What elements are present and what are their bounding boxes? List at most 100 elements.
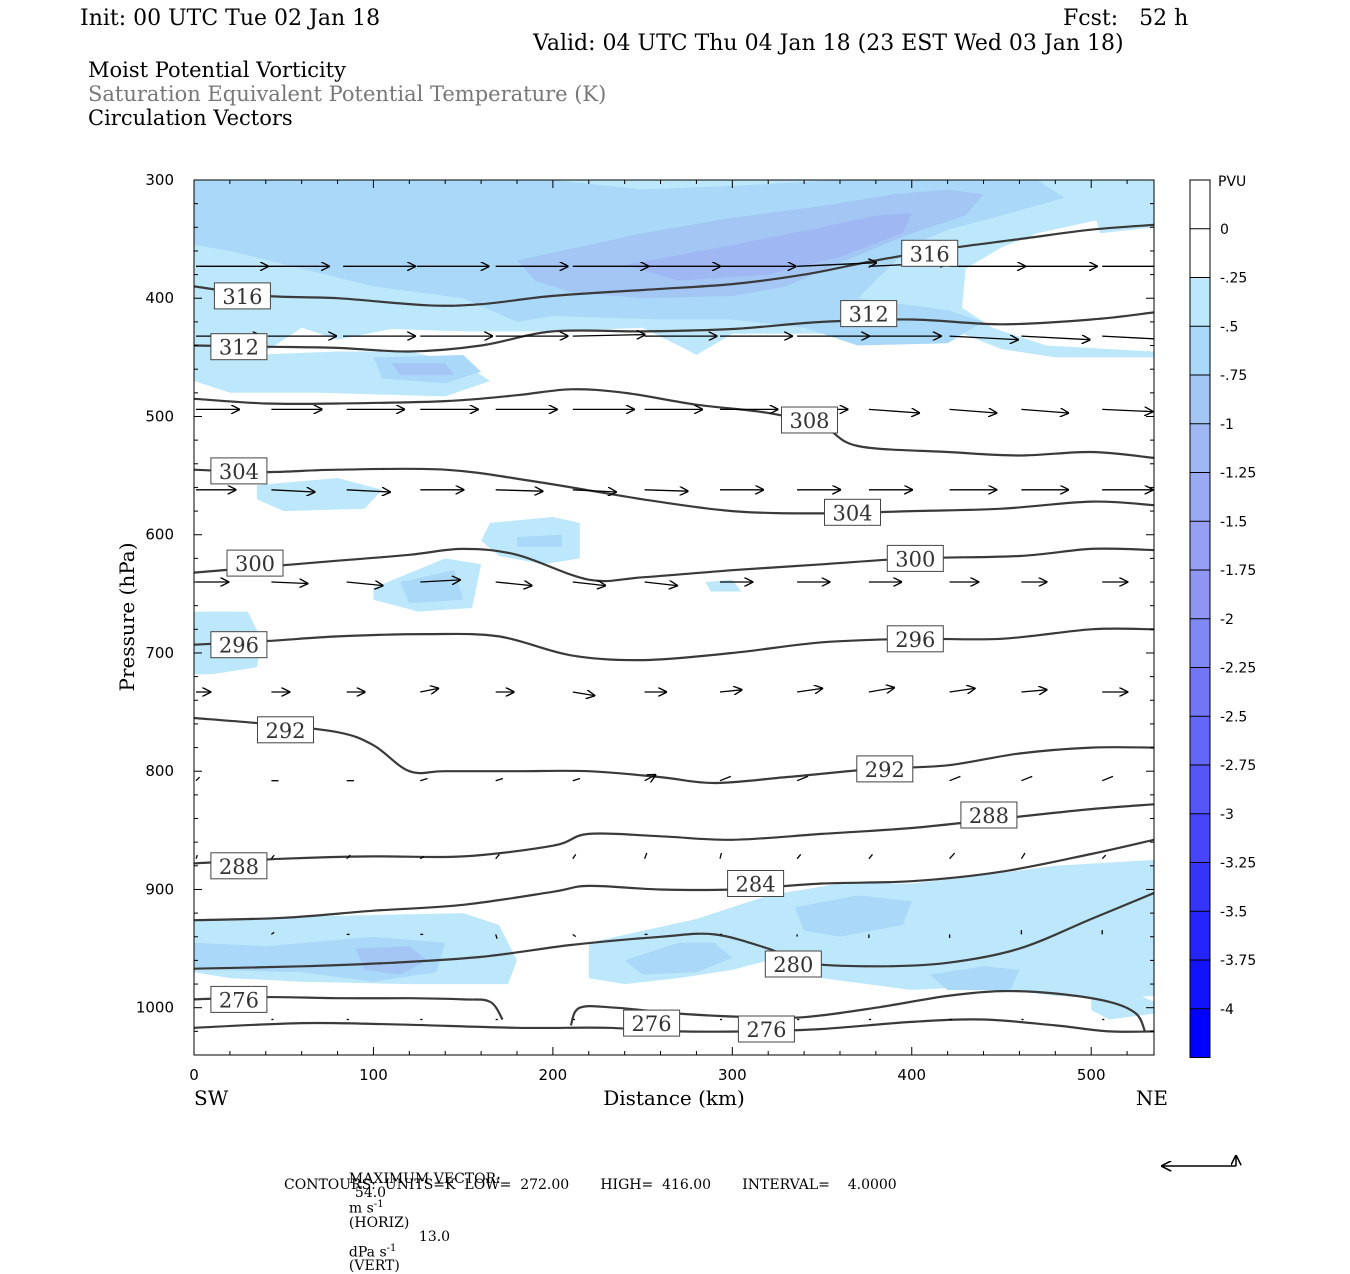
contour-label-box [764,950,822,978]
colorbar-box-3 [1190,326,1210,376]
contour-label-292-12: 292 [856,755,914,783]
sw-label: SW [194,1086,229,1110]
colorbar-label-0: 0 [1220,222,1229,238]
vector-7-3 [419,856,425,860]
vector-4-1 [271,582,307,584]
vector-4-5 [572,582,605,586]
contour-308-2 [194,388,1154,459]
vector-6-3 [420,777,428,782]
vector-4-6 [644,582,677,586]
vector-6-5 [572,777,581,782]
colorbar-box-17 [1190,1008,1210,1058]
contour-label-box [226,549,284,577]
vector-6-0 [195,776,201,782]
pv-region-17 [355,946,428,975]
vector-2-10 [949,409,997,413]
colorbar-box-13 [1190,813,1210,863]
x-tick-label-0: 0 [189,1066,199,1084]
pv-region-19 [624,942,733,975]
vector-5-9 [868,688,894,692]
colorbar-box-1 [1190,228,1210,278]
title-circulation: Circulation Vectors [88,106,293,130]
contour-label-box [737,1015,795,1043]
colorbar-label-7: -1.75 [1220,563,1256,579]
contour-label-text: 316 [222,285,262,309]
contour-unlabeled-12 [194,1018,1154,1033]
contour-300-4 [194,547,1154,583]
contour-284-8 [194,838,1154,922]
colorbar-label-15: -3.75 [1220,953,1256,969]
colorbar-box-7 [1190,521,1210,571]
contour-label-288-14: 288 [960,801,1018,829]
pv-region-12 [400,570,464,604]
vector-6-4 [495,777,504,782]
colorbar-label-12: -3 [1220,807,1234,823]
contour-label-text: 284 [736,873,776,897]
theta-contours [194,223,1154,1033]
x-tick-label-200: 200 [539,1066,568,1084]
contour-label-box [901,239,959,267]
contour-label-304-5: 304 [210,457,268,485]
y-axis-label: Pressure (hPa) [115,543,139,692]
contour-312-1 [194,311,1154,353]
contour-label-box [623,1009,681,1037]
contour-label-276-18: 276 [623,1009,681,1037]
y-tick-label-500: 500 [145,407,174,425]
reference-vector [1162,1156,1236,1166]
contour-label-text: 316 [910,242,950,266]
vector-5-8 [797,688,822,692]
vector-7-11 [1020,852,1026,860]
vector-7-10 [949,852,956,860]
contour-label-300-8: 300 [886,544,944,572]
x-tick-label-100: 100 [359,1066,388,1084]
colorbar-units: PVU [1218,174,1246,190]
pv-region-10 [517,534,562,547]
contours-info: CONTOURS: UNITS=K LOW= 272.00 HIGH= 416.… [284,1177,897,1193]
contour-label-box [781,406,838,434]
max-vert-tag: (VERT) [348,1258,400,1274]
colorbar-label-10: -2.5 [1220,709,1247,725]
pv-region-21 [929,966,1020,990]
contour-304-3 [194,467,1154,515]
vector-7-2 [346,854,351,860]
vector-7-7 [719,852,723,859]
max-horiz-tag: (HORIZ) [348,1214,410,1231]
y-tick-label-400: 400 [145,289,174,307]
contour-label-box [210,852,268,880]
colorbar-label-9: -2.25 [1220,661,1256,677]
vector-7-9 [868,853,873,860]
colorbar-label-5: -1.25 [1220,466,1256,482]
contour-label-box [257,716,314,744]
colorbar-box-2 [1190,277,1210,327]
x-tick-label-300: 300 [718,1066,747,1084]
vector-7-6 [643,852,648,859]
y-tick-label-700: 700 [145,644,174,662]
contour-label-box [210,457,268,485]
vector-6-7 [719,775,732,782]
contour-label-box [886,625,944,653]
max-horiz-exp: -1 [373,1199,384,1210]
cross-section-chart: 316 316 312 312 308 304 304 300 300 296 296 292 292 2… [115,171,1256,1200]
vector-0-8 [797,263,876,267]
contour-label-280-16: 280 [764,950,822,978]
vector-1-10 [949,336,1018,340]
contour-label-box [886,544,944,572]
colorbar-box-8 [1190,570,1210,619]
vector-1-12 [1102,335,1154,340]
contour-label-296-10: 296 [886,625,944,653]
contour-label-box [727,870,785,897]
pv-region-7 [391,363,455,376]
pv-region-20 [795,895,912,937]
contour-label-304-6: 304 [824,498,881,526]
max-vert-value: 13.0 [418,1228,451,1245]
contour-label-box [213,282,271,310]
forecast-hour: Fcst: 52 h [1063,6,1189,31]
contour-label-288-13: 288 [210,852,268,880]
y-tick-label-1000: 1000 [136,999,174,1017]
contour-label-text: 288 [969,804,1009,828]
vector-8-3 [495,934,498,939]
max-vector-info: MAXIMUM VECTOR: 54.0 m s-1 (HORIZ) 13.0 … [340,1158,501,1273]
contour-label-292-11: 292 [257,716,314,744]
contour-label-box [856,755,914,783]
colorbar-label-13: -3.25 [1220,856,1256,872]
